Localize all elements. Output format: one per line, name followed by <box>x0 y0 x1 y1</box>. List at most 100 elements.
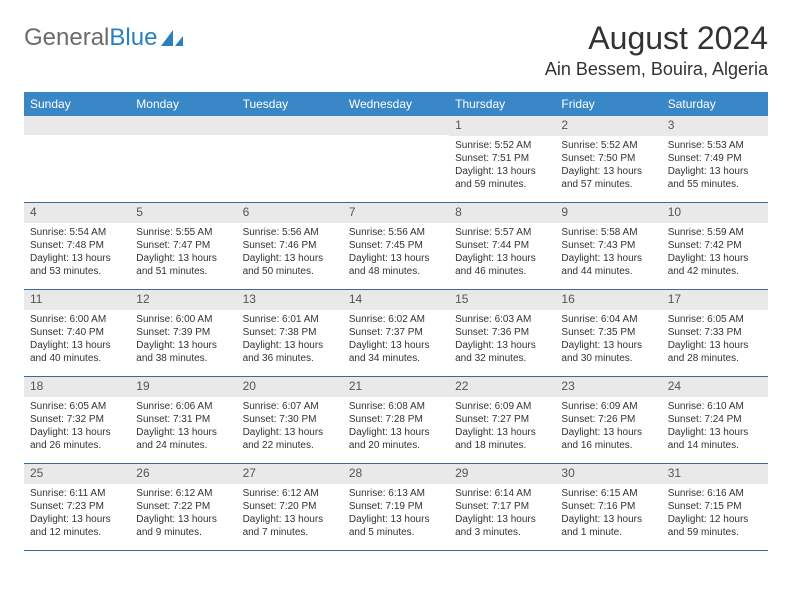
sunset-text: Sunset: 7:23 PM <box>30 500 124 513</box>
daylight-text: Daylight: 13 hours and 26 minutes. <box>30 426 124 452</box>
day-number: 9 <box>555 203 661 223</box>
sunrise-text: Sunrise: 5:53 AM <box>668 139 762 152</box>
calendar-week: 18Sunrise: 6:05 AMSunset: 7:32 PMDayligh… <box>24 377 768 464</box>
sunrise-text: Sunrise: 6:06 AM <box>136 400 230 413</box>
sunrise-text: Sunrise: 6:15 AM <box>561 487 655 500</box>
day-details: Sunrise: 5:58 AMSunset: 7:43 PMDaylight:… <box>555 223 661 282</box>
day-number: 1 <box>449 116 555 136</box>
weekday-header: Friday <box>555 92 661 116</box>
sunrise-text: Sunrise: 6:12 AM <box>243 487 337 500</box>
calendar-day: 20Sunrise: 6:07 AMSunset: 7:30 PMDayligh… <box>237 377 343 463</box>
sunset-text: Sunset: 7:15 PM <box>668 500 762 513</box>
calendar-day: 19Sunrise: 6:06 AMSunset: 7:31 PMDayligh… <box>130 377 236 463</box>
daylight-text: Daylight: 13 hours and 20 minutes. <box>349 426 443 452</box>
sunrise-text: Sunrise: 6:01 AM <box>243 313 337 326</box>
day-number: 4 <box>24 203 130 223</box>
daylight-text: Daylight: 13 hours and 50 minutes. <box>243 252 337 278</box>
day-details: Sunrise: 6:03 AMSunset: 7:36 PMDaylight:… <box>449 310 555 369</box>
day-details: Sunrise: 6:02 AMSunset: 7:37 PMDaylight:… <box>343 310 449 369</box>
calendar-day: 8Sunrise: 5:57 AMSunset: 7:44 PMDaylight… <box>449 203 555 289</box>
calendar-day: 29Sunrise: 6:14 AMSunset: 7:17 PMDayligh… <box>449 464 555 550</box>
day-details: Sunrise: 6:06 AMSunset: 7:31 PMDaylight:… <box>130 397 236 456</box>
calendar-day: 24Sunrise: 6:10 AMSunset: 7:24 PMDayligh… <box>662 377 768 463</box>
logo-sail-icon <box>159 28 185 48</box>
sunrise-text: Sunrise: 6:07 AM <box>243 400 337 413</box>
sunset-text: Sunset: 7:20 PM <box>243 500 337 513</box>
sunrise-text: Sunrise: 5:55 AM <box>136 226 230 239</box>
day-number: 2 <box>555 116 661 136</box>
day-number: 8 <box>449 203 555 223</box>
daylight-text: Daylight: 13 hours and 5 minutes. <box>349 513 443 539</box>
sunset-text: Sunset: 7:38 PM <box>243 326 337 339</box>
sunset-text: Sunset: 7:40 PM <box>30 326 124 339</box>
calendar-day <box>343 116 449 202</box>
day-details: Sunrise: 6:15 AMSunset: 7:16 PMDaylight:… <box>555 484 661 543</box>
daylight-text: Daylight: 13 hours and 40 minutes. <box>30 339 124 365</box>
day-details: Sunrise: 5:54 AMSunset: 7:48 PMDaylight:… <box>24 223 130 282</box>
day-number: 15 <box>449 290 555 310</box>
sunset-text: Sunset: 7:16 PM <box>561 500 655 513</box>
day-number: 23 <box>555 377 661 397</box>
sunset-text: Sunset: 7:36 PM <box>455 326 549 339</box>
day-details: Sunrise: 5:56 AMSunset: 7:46 PMDaylight:… <box>237 223 343 282</box>
day-details: Sunrise: 6:12 AMSunset: 7:22 PMDaylight:… <box>130 484 236 543</box>
day-number: 28 <box>343 464 449 484</box>
day-number <box>24 116 130 135</box>
daylight-text: Daylight: 13 hours and 30 minutes. <box>561 339 655 365</box>
day-details: Sunrise: 5:52 AMSunset: 7:50 PMDaylight:… <box>555 136 661 195</box>
daylight-text: Daylight: 13 hours and 51 minutes. <box>136 252 230 278</box>
sunset-text: Sunset: 7:32 PM <box>30 413 124 426</box>
day-details: Sunrise: 6:05 AMSunset: 7:33 PMDaylight:… <box>662 310 768 369</box>
daylight-text: Daylight: 13 hours and 42 minutes. <box>668 252 762 278</box>
calendar-day: 1Sunrise: 5:52 AMSunset: 7:51 PMDaylight… <box>449 116 555 202</box>
sunrise-text: Sunrise: 6:04 AM <box>561 313 655 326</box>
daylight-text: Daylight: 13 hours and 38 minutes. <box>136 339 230 365</box>
sunrise-text: Sunrise: 6:12 AM <box>136 487 230 500</box>
day-number: 10 <box>662 203 768 223</box>
sunset-text: Sunset: 7:19 PM <box>349 500 443 513</box>
sunset-text: Sunset: 7:45 PM <box>349 239 443 252</box>
calendar-day: 10Sunrise: 5:59 AMSunset: 7:42 PMDayligh… <box>662 203 768 289</box>
day-details: Sunrise: 6:09 AMSunset: 7:27 PMDaylight:… <box>449 397 555 456</box>
day-number: 20 <box>237 377 343 397</box>
header: GeneralBlue August 2024 Ain Bessem, Boui… <box>24 20 768 80</box>
sunrise-text: Sunrise: 6:05 AM <box>30 400 124 413</box>
sunset-text: Sunset: 7:31 PM <box>136 413 230 426</box>
day-details: Sunrise: 6:08 AMSunset: 7:28 PMDaylight:… <box>343 397 449 456</box>
calendar-day: 15Sunrise: 6:03 AMSunset: 7:36 PMDayligh… <box>449 290 555 376</box>
sunrise-text: Sunrise: 6:11 AM <box>30 487 124 500</box>
sunrise-text: Sunrise: 6:08 AM <box>349 400 443 413</box>
calendar-day: 28Sunrise: 6:13 AMSunset: 7:19 PMDayligh… <box>343 464 449 550</box>
sunrise-text: Sunrise: 5:56 AM <box>243 226 337 239</box>
sunset-text: Sunset: 7:33 PM <box>668 326 762 339</box>
day-details: Sunrise: 5:55 AMSunset: 7:47 PMDaylight:… <box>130 223 236 282</box>
sunset-text: Sunset: 7:51 PM <box>455 152 549 165</box>
daylight-text: Daylight: 13 hours and 9 minutes. <box>136 513 230 539</box>
sunrise-text: Sunrise: 6:14 AM <box>455 487 549 500</box>
calendar-day: 25Sunrise: 6:11 AMSunset: 7:23 PMDayligh… <box>24 464 130 550</box>
logo-text-blue: Blue <box>109 24 157 52</box>
sunrise-text: Sunrise: 6:10 AM <box>668 400 762 413</box>
day-details: Sunrise: 6:09 AMSunset: 7:26 PMDaylight:… <box>555 397 661 456</box>
sunrise-text: Sunrise: 5:57 AM <box>455 226 549 239</box>
sunset-text: Sunset: 7:28 PM <box>349 413 443 426</box>
day-number: 24 <box>662 377 768 397</box>
calendar-day: 5Sunrise: 5:55 AMSunset: 7:47 PMDaylight… <box>130 203 236 289</box>
day-details: Sunrise: 6:01 AMSunset: 7:38 PMDaylight:… <box>237 310 343 369</box>
weekday-header: Thursday <box>449 92 555 116</box>
sunset-text: Sunset: 7:35 PM <box>561 326 655 339</box>
weekday-header: Wednesday <box>343 92 449 116</box>
sunrise-text: Sunrise: 5:58 AM <box>561 226 655 239</box>
calendar-day: 21Sunrise: 6:08 AMSunset: 7:28 PMDayligh… <box>343 377 449 463</box>
sunset-text: Sunset: 7:48 PM <box>30 239 124 252</box>
sunrise-text: Sunrise: 6:09 AM <box>455 400 549 413</box>
calendar-day: 4Sunrise: 5:54 AMSunset: 7:48 PMDaylight… <box>24 203 130 289</box>
day-number: 13 <box>237 290 343 310</box>
day-details: Sunrise: 6:00 AMSunset: 7:40 PMDaylight:… <box>24 310 130 369</box>
day-details: Sunrise: 6:12 AMSunset: 7:20 PMDaylight:… <box>237 484 343 543</box>
day-details: Sunrise: 5:52 AMSunset: 7:51 PMDaylight:… <box>449 136 555 195</box>
day-number: 6 <box>237 203 343 223</box>
daylight-text: Daylight: 13 hours and 59 minutes. <box>455 165 549 191</box>
daylight-text: Daylight: 13 hours and 28 minutes. <box>668 339 762 365</box>
calendar-day: 3Sunrise: 5:53 AMSunset: 7:49 PMDaylight… <box>662 116 768 202</box>
